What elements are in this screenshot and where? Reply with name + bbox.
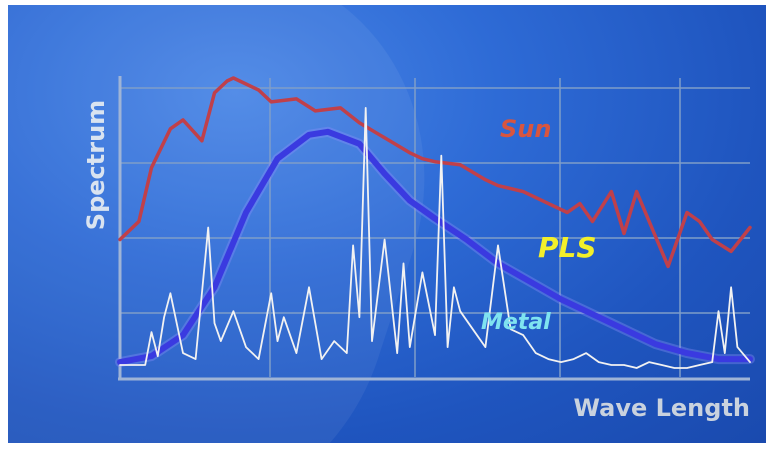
series-label-sun: Sun	[500, 115, 551, 143]
series-label-pls: PLS	[538, 231, 597, 264]
x-axis-label: Wave Length	[574, 394, 750, 422]
series-label-metal: Metal	[481, 310, 551, 335]
chart-frame: Sun PLS Metal Spectrum Wave Length	[8, 5, 766, 443]
y-axis-label: Spectrum	[82, 100, 110, 230]
spectrum-chart: Sun PLS Metal Spectrum Wave Length	[8, 5, 766, 443]
